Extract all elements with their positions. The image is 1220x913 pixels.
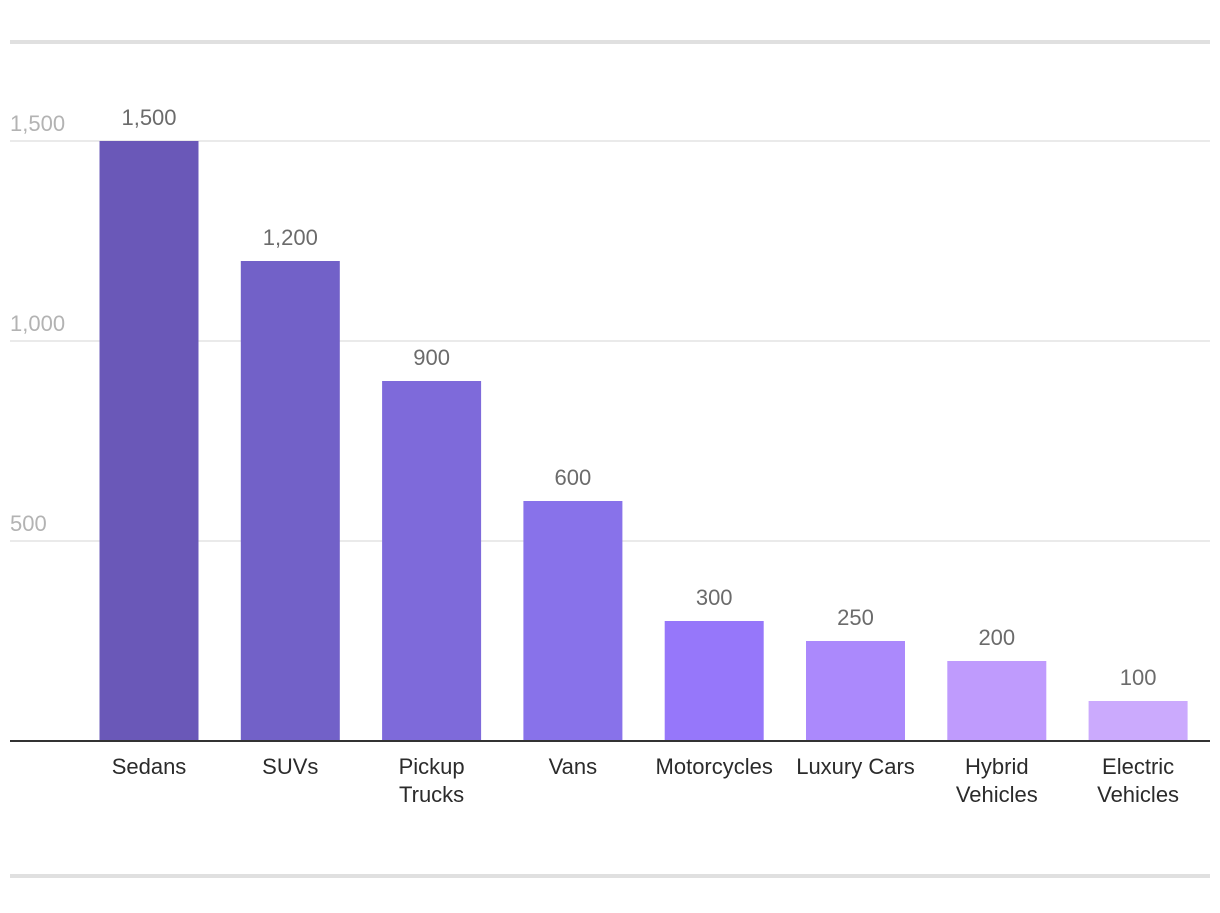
x-tick-label: Motorcycles (656, 754, 773, 779)
value-labels: 1,500 1,200 900 600 300 250 200 100 (121, 105, 1156, 690)
x-tick-label: Trucks (399, 782, 464, 807)
value-label: 300 (696, 585, 733, 610)
x-tick-label: Vans (549, 754, 598, 779)
y-tick-label: 1,000 (10, 311, 65, 336)
value-label: 200 (978, 625, 1015, 650)
y-axis-ticks: 500 1,000 1,500 (10, 111, 65, 536)
x-tick-label: Sedans (112, 754, 187, 779)
x-tick-label: SUVs (262, 754, 318, 779)
bars (99, 141, 1188, 741)
x-tick-label: Vehicles (1097, 782, 1179, 807)
bar-suvs (240, 261, 340, 741)
x-tick-label: Electric (1102, 754, 1174, 779)
value-label: 250 (837, 605, 874, 630)
bar-sedans (99, 141, 199, 741)
x-tick-label: Pickup (399, 754, 465, 779)
bar-motorcycles (664, 621, 764, 741)
bar-luxury-cars (806, 641, 905, 741)
x-tick-label: Luxury Cars (796, 754, 915, 779)
y-tick-label: 500 (10, 511, 47, 536)
x-tick-label: Hybrid (965, 754, 1029, 779)
y-tick-label: 1,500 (10, 111, 65, 136)
category-labels: Sedans SUVs Pickup Trucks Vans Motorcycles Lux… (112, 754, 1179, 807)
value-label: 600 (555, 465, 592, 490)
value-label: 1,500 (121, 105, 176, 130)
bar-vans (523, 501, 623, 741)
x-tick-label: Vehicles (956, 782, 1038, 807)
bar-hybrid-vehicles (947, 661, 1047, 741)
value-label: 1,200 (263, 225, 318, 250)
bar-pickup-trucks (382, 381, 482, 741)
bar-electric-vehicles (1088, 701, 1188, 741)
value-label: 900 (413, 345, 450, 370)
value-label: 100 (1120, 665, 1157, 690)
